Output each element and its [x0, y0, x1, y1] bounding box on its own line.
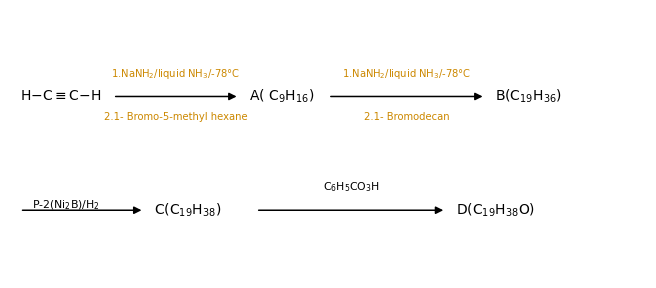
Text: 2.1- Bromo-5-methyl hexane: 2.1- Bromo-5-methyl hexane [104, 112, 247, 122]
Text: B(C$_{19}$H$_{36}$): B(C$_{19}$H$_{36}$) [495, 88, 562, 105]
Text: C(C$_{19}$H$_{38}$): C(C$_{19}$H$_{38}$) [154, 202, 221, 219]
Text: H$-$C$\equiv$C$-$H: H$-$C$\equiv$C$-$H [20, 90, 101, 103]
Text: 1.NaNH$_2$/liquid NH$_3$/-78°C: 1.NaNH$_2$/liquid NH$_3$/-78°C [342, 67, 471, 81]
Text: 1.NaNH$_2$/liquid NH$_3$/-78°C: 1.NaNH$_2$/liquid NH$_3$/-78°C [112, 67, 240, 81]
Text: A( C$_9$H$_{16}$): A( C$_9$H$_{16}$) [249, 88, 314, 105]
Text: 2.1- Bromodecan: 2.1- Bromodecan [364, 112, 449, 122]
Text: P-2(Ni$_2$B)/H$_2$: P-2(Ni$_2$B)/H$_2$ [32, 199, 99, 212]
Text: C$_6$H$_5$CO$_3$H: C$_6$H$_5$CO$_3$H [323, 181, 379, 194]
Text: D(C$_{19}$H$_{38}$O): D(C$_{19}$H$_{38}$O) [456, 202, 535, 219]
